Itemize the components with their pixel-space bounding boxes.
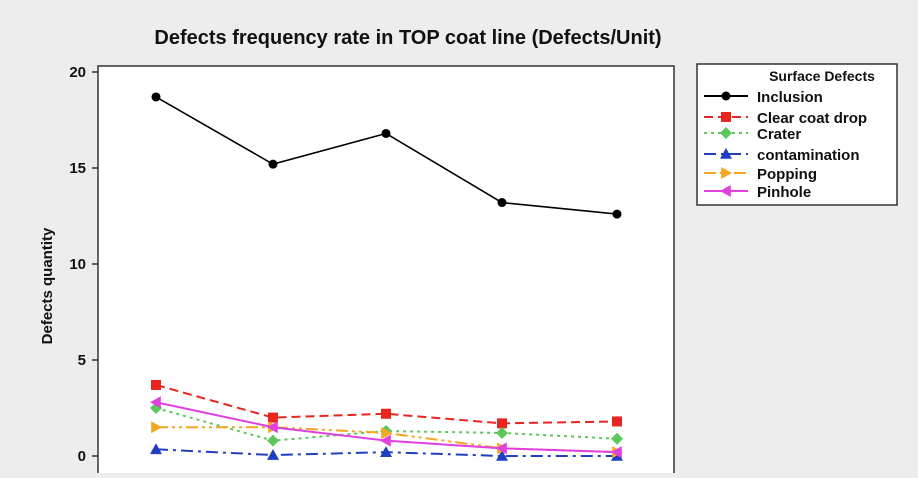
y-tick-label: 10: [69, 256, 86, 273]
legend-label-clear-coat-drop: Clear coat drop: [757, 110, 867, 127]
y-tick-label: 5: [78, 352, 86, 369]
legend-item-pinhole: Pinhole: [704, 184, 811, 201]
legend-marker-clear-coat-drop: [721, 112, 731, 122]
legend-item-clear-coat-drop: Clear coat drop: [704, 110, 867, 127]
legend-title: Surface Defects: [769, 68, 875, 84]
legend: Surface Defects Inclusion Clear coat drop…: [696, 63, 898, 206]
legend-label-crater: Crater: [757, 126, 801, 143]
data-point-crater: [496, 426, 508, 439]
y-tick-label: 20: [69, 64, 86, 81]
legend-marker-pinhole: [720, 185, 731, 197]
data-point-clear-coat-drop: [381, 408, 391, 419]
data-point-clear-coat-drop: [612, 416, 622, 427]
legend-marker-popping: [721, 167, 732, 179]
data-point-clear-coat-drop: [268, 412, 278, 423]
data-point-clear-coat-drop: [151, 379, 161, 390]
legend-marker-crater: [720, 127, 732, 139]
legend-item-crater: Crater: [704, 126, 801, 143]
y-axis-label: Defects quantity: [39, 227, 56, 344]
legend-marker-inclusion: [721, 91, 731, 101]
legend-label-popping: Popping: [757, 166, 817, 183]
data-point-inclusion: [268, 159, 278, 169]
data-point-popping: [151, 421, 162, 434]
legend-item-popping: Popping: [704, 166, 817, 183]
legend-label-contamination: contamination: [757, 147, 860, 164]
legend-marker-contamination: [720, 148, 732, 159]
data-point-clear-coat-drop: [497, 418, 507, 429]
legend-item-inclusion: Inclusion: [704, 89, 823, 106]
data-point-inclusion: [381, 128, 391, 138]
data-point-contamination: [150, 443, 162, 455]
series-pinhole: [150, 396, 622, 459]
data-point-contamination: [496, 450, 508, 461]
data-point-pinhole: [150, 396, 161, 409]
data-point-inclusion: [612, 209, 622, 219]
data-point-crater: [267, 434, 279, 447]
legend-label-pinhole: Pinhole: [757, 184, 811, 201]
y-tick-label: 15: [69, 160, 86, 177]
data-point-popping: [381, 426, 392, 439]
series-clear-coat-drop: [151, 379, 622, 429]
series-layer: [150, 92, 623, 461]
y-axis-ticks: 0 5 10 15 20: [69, 64, 98, 465]
data-point-crater: [611, 432, 623, 445]
y-tick-label: 0: [78, 448, 86, 465]
data-point-contamination: [267, 449, 279, 460]
data-point-pinhole: [267, 421, 278, 434]
data-point-inclusion: [151, 92, 161, 102]
legend-item-contamination: contamination: [704, 147, 860, 164]
data-point-pinhole: [380, 434, 391, 447]
data-point-pinhole: [496, 442, 507, 455]
chart-title: Defects frequency rate in TOP coat line …: [154, 27, 661, 49]
data-point-contamination: [380, 446, 392, 457]
legend-label-inclusion: Inclusion: [757, 89, 823, 106]
data-point-pinhole: [611, 446, 622, 459]
series-inclusion: [151, 92, 622, 219]
data-point-inclusion: [497, 198, 507, 208]
